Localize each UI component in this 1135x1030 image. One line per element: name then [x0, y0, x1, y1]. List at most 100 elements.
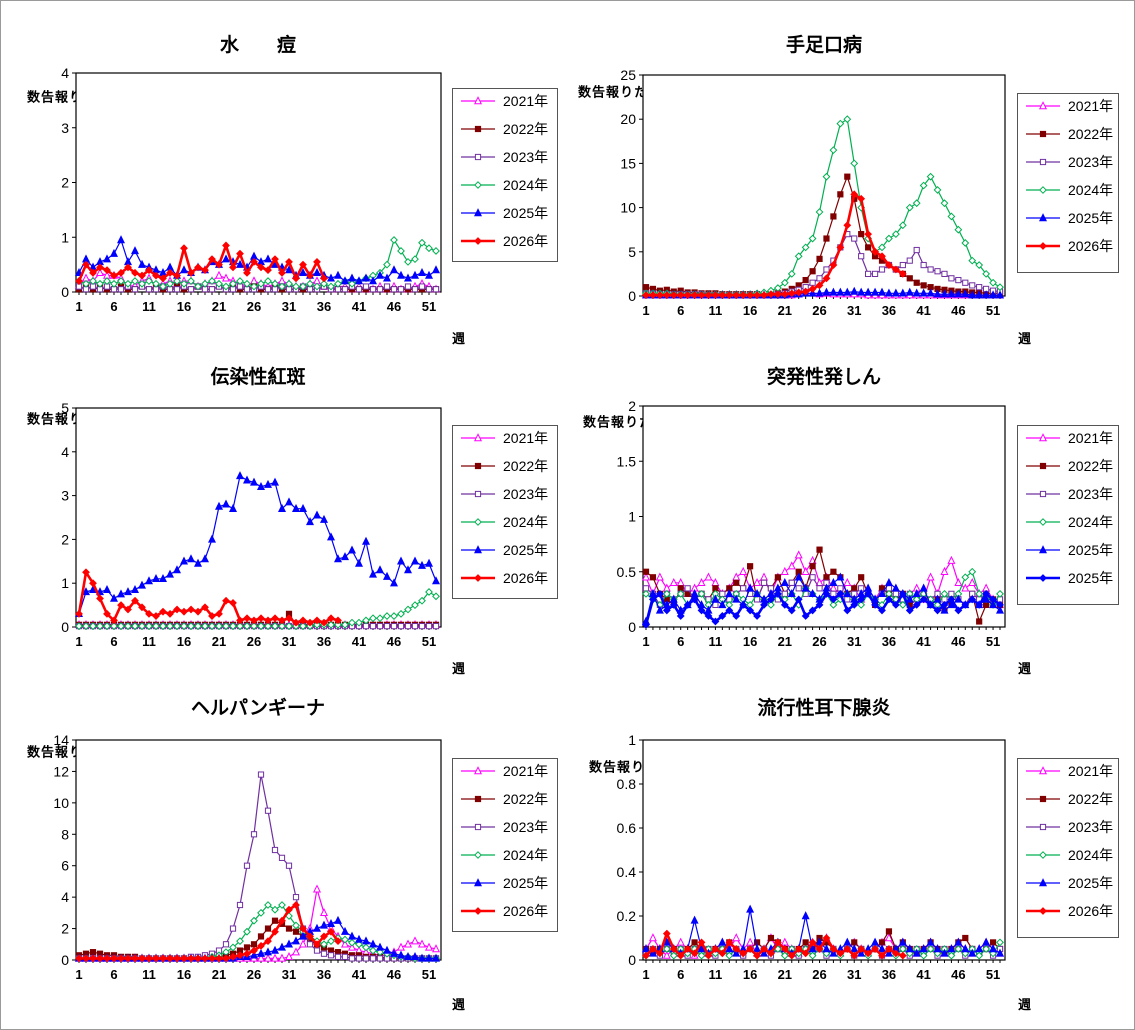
data-point — [263, 953, 273, 962]
y-tick-label: 15 — [620, 155, 636, 171]
data-point — [920, 282, 927, 289]
data-point — [264, 925, 272, 932]
data-point — [250, 622, 258, 631]
legend-label: 2026年 — [1068, 903, 1114, 919]
series-4 — [75, 236, 440, 291]
data-point — [822, 944, 831, 953]
legend-label: 2026年 — [503, 903, 549, 919]
y-tick-label: 4 — [61, 65, 69, 81]
legend-label: 2022年 — [1068, 126, 1114, 142]
data-point — [403, 952, 413, 961]
data-point — [229, 925, 237, 932]
data-point — [236, 937, 244, 946]
data-point — [725, 944, 734, 953]
data-point — [312, 923, 322, 932]
x-axis-label: 週 — [1018, 998, 1032, 1013]
data-point — [857, 945, 866, 953]
data-point — [354, 276, 364, 285]
data-point — [264, 277, 272, 285]
data-point — [292, 274, 300, 283]
data-point — [823, 266, 830, 273]
data-point — [166, 279, 174, 288]
data-point — [912, 199, 921, 208]
legend-marker — [474, 125, 482, 133]
data-point — [711, 945, 720, 953]
data-point — [243, 862, 251, 869]
data-point — [130, 246, 140, 255]
data-point — [982, 594, 991, 603]
data-point — [201, 603, 209, 612]
data-point — [292, 282, 300, 291]
data-point — [823, 235, 830, 242]
data-point — [732, 945, 741, 953]
data-point — [697, 606, 706, 615]
data-point — [375, 942, 385, 951]
data-point — [124, 954, 132, 963]
data-point — [940, 948, 949, 957]
data-point — [334, 620, 342, 629]
data-point — [808, 938, 817, 947]
data-point — [102, 584, 112, 593]
data-point — [898, 269, 907, 278]
data-point — [808, 285, 817, 293]
y-tick-label: 0.5 — [617, 564, 637, 580]
data-point — [425, 588, 433, 596]
data-point — [662, 589, 671, 598]
data-point — [431, 944, 441, 953]
legend-marker — [1039, 158, 1047, 166]
data-point — [326, 273, 336, 282]
data-point — [989, 278, 997, 287]
data-point — [424, 942, 434, 951]
data-point — [871, 945, 879, 953]
data-point — [340, 276, 350, 285]
data-point — [829, 146, 838, 155]
x-tick-label: 16 — [743, 303, 757, 318]
data-point — [975, 600, 984, 609]
data-point — [285, 925, 293, 932]
series-4 — [75, 588, 440, 631]
legend-item: 2021年 — [453, 430, 557, 446]
data-point — [285, 905, 293, 914]
x-tick-label: 41 — [352, 967, 366, 982]
data-point — [829, 945, 838, 953]
data-point — [941, 270, 948, 277]
data-point — [704, 291, 713, 300]
data-point — [822, 934, 831, 942]
legend-item: 2025年 — [1018, 875, 1118, 891]
data-point — [410, 270, 420, 279]
data-point — [858, 253, 865, 260]
x-tick-label: 46 — [951, 967, 965, 982]
data-point — [159, 622, 167, 631]
legend-label: 2021年 — [503, 763, 549, 779]
data-point — [347, 545, 357, 554]
data-point — [117, 954, 125, 963]
legend-label: 2021年 — [503, 430, 549, 446]
data-point — [306, 279, 314, 288]
data-point — [96, 263, 104, 272]
data-point — [732, 291, 741, 300]
legend-item: 2024年 — [1018, 182, 1118, 198]
x-tick-label: 46 — [951, 634, 965, 649]
data-point — [362, 943, 370, 952]
y-tick-label: 1 — [628, 732, 636, 748]
data-point — [319, 514, 329, 523]
data-point — [236, 901, 244, 909]
data-point — [264, 807, 272, 814]
data-point — [201, 622, 209, 631]
data-point — [292, 894, 300, 901]
data-point — [334, 937, 342, 946]
data-point — [354, 934, 364, 943]
x-tick-label: 31 — [847, 634, 861, 649]
data-point — [877, 589, 887, 598]
legend-marker — [1039, 462, 1047, 470]
data-point — [396, 950, 406, 959]
data-point — [320, 279, 328, 288]
data-point — [913, 246, 920, 254]
data-point — [250, 916, 258, 925]
data-point — [885, 261, 893, 269]
data-point — [975, 261, 984, 269]
data-point — [390, 623, 398, 630]
data-point — [711, 594, 720, 603]
data-point — [403, 939, 413, 948]
data-point — [263, 479, 273, 488]
